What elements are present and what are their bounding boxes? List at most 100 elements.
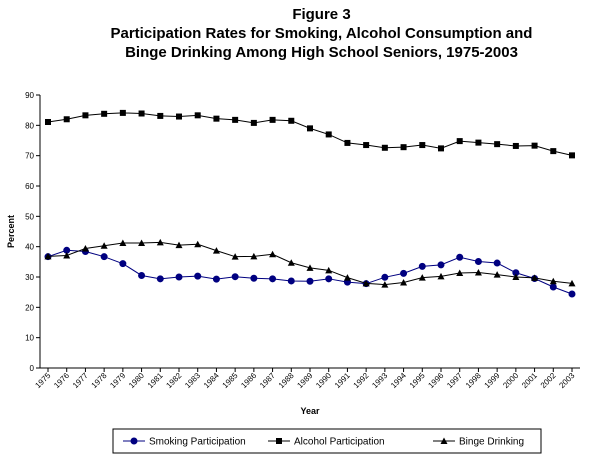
legend-item-alcohol-participation: Alcohol Participation <box>268 437 385 448</box>
x-tick-label: 1986 <box>239 371 258 390</box>
x-tick-label: 1980 <box>127 371 146 390</box>
x-tick-label: 1993 <box>370 371 389 390</box>
x-axis-title: Year <box>300 406 320 416</box>
data-point-smoking-participation <box>400 269 408 277</box>
data-point-binge-drinking <box>138 239 146 247</box>
legend-box <box>112 428 542 454</box>
x-tick-label: 1988 <box>277 371 296 390</box>
data-point-alcohol-participation <box>400 144 407 151</box>
data-point-binge-drinking <box>119 239 127 247</box>
series-alcohol-participation <box>45 109 575 159</box>
x-tick-label: 2002 <box>539 371 558 390</box>
data-point-binge-drinking <box>194 240 202 248</box>
y-tick-label: 20 <box>25 303 34 312</box>
data-point-binge-drinking <box>418 274 426 281</box>
data-point-binge-drinking <box>362 279 370 287</box>
x-tick-label: 1987 <box>258 371 277 390</box>
y-tick-label: 90 <box>25 91 34 100</box>
data-point-alcohol-participation <box>232 116 239 123</box>
y-tick-label: 40 <box>25 243 34 252</box>
data-point-binge-drinking <box>568 279 576 287</box>
data-point-smoking-participation <box>306 277 314 285</box>
data-point-binge-drinking <box>531 274 539 281</box>
data-point-smoking-participation <box>269 275 277 283</box>
data-point-smoking-participation <box>194 272 202 280</box>
chart-title-line-2: Binge Drinking Among High School Seniors… <box>125 44 518 61</box>
data-point-binge-drinking <box>287 259 295 266</box>
data-point-binge-drinking <box>100 242 108 249</box>
data-point-smoking-participation <box>437 261 445 269</box>
data-point-alcohol-participation <box>344 139 351 146</box>
x-tick-label: 1984 <box>202 371 221 390</box>
x-tick-label: 1999 <box>483 371 502 390</box>
series-line-alcohol-participation <box>47 112 573 156</box>
data-point-alcohol-participation <box>157 112 164 119</box>
legend-label-smoking-participation: Smoking Participation <box>149 437 246 448</box>
data-point-binge-drinking <box>250 252 258 260</box>
data-point-alcohol-participation <box>82 112 89 119</box>
data-point-smoking-participation <box>325 275 333 283</box>
data-point-binge-drinking <box>381 281 389 288</box>
data-point-alcohol-participation <box>119 109 126 116</box>
data-point-binge-drinking <box>231 253 239 260</box>
x-tick-label: 1983 <box>183 371 202 390</box>
data-point-alcohol-participation <box>213 115 220 122</box>
y-tick-label: 10 <box>25 334 34 343</box>
data-point-smoking-participation <box>212 275 220 283</box>
data-point-smoking-participation <box>119 260 127 268</box>
series-line-smoking-participation <box>47 249 573 295</box>
data-point-alcohol-participation <box>438 145 444 152</box>
data-point-binge-drinking <box>325 266 333 274</box>
x-tick-label: 1979 <box>108 371 127 390</box>
x-tick-label: 1990 <box>314 371 333 390</box>
y-tick-label: 70 <box>25 152 34 161</box>
data-point-alcohol-participation <box>550 148 557 155</box>
legend-item-binge-drinking: Binge Drinking <box>433 437 524 448</box>
y-tick-label: 0 <box>30 364 35 373</box>
x-tick-label: 1976 <box>52 371 71 390</box>
data-point-smoking-participation <box>474 258 482 266</box>
data-point-binge-drinking <box>269 250 277 258</box>
data-point-alcohol-participation <box>363 142 370 149</box>
data-point-alcohol-participation <box>569 152 575 159</box>
data-point-alcohol-participation <box>531 142 538 149</box>
data-point-smoking-participation <box>549 283 557 291</box>
data-point-alcohol-participation <box>101 110 108 117</box>
data-point-smoking-participation <box>156 275 164 283</box>
x-tick-label: 1997 <box>445 371 464 390</box>
data-point-smoking-participation <box>175 273 183 281</box>
title-block: Figure 3 Participation Rates for Smoking… <box>0 6 593 62</box>
legend-label-binge-drinking: Binge Drinking <box>459 437 524 448</box>
x-tick-label: 1998 <box>464 371 483 390</box>
data-point-binge-drinking <box>493 271 501 278</box>
data-point-smoking-participation <box>568 290 576 298</box>
x-tick-label: 2001 <box>520 371 539 390</box>
data-point-alcohol-participation <box>512 142 519 149</box>
data-point-binge-drinking <box>212 247 220 254</box>
legend-marker-binge-drinking <box>440 437 448 444</box>
x-tick-label: 1981 <box>146 371 165 390</box>
x-tick-label: 1975 <box>33 371 52 390</box>
y-tick-label: 60 <box>25 182 34 191</box>
data-point-binge-drinking <box>474 268 482 276</box>
x-tick-label: 1995 <box>408 371 427 390</box>
data-point-smoking-participation <box>493 259 501 267</box>
data-point-binge-drinking <box>175 241 183 249</box>
data-point-smoking-participation <box>381 273 389 281</box>
data-point-binge-drinking <box>549 277 557 285</box>
data-point-binge-drinking <box>81 244 89 252</box>
data-point-alcohol-participation <box>494 141 501 148</box>
legend-label-alcohol-participation: Alcohol Participation <box>294 437 385 448</box>
series-smoking-participation <box>44 246 576 298</box>
legend-marker-alcohol-participation <box>276 438 282 444</box>
data-point-smoking-participation <box>456 253 464 261</box>
x-tick-label: 1977 <box>71 371 90 390</box>
data-point-alcohol-participation <box>419 142 426 149</box>
x-tick-label: 1985 <box>221 371 240 390</box>
x-tick-label: 1982 <box>164 371 183 390</box>
data-point-alcohol-participation <box>307 125 313 132</box>
x-tick-label: 2000 <box>501 371 520 390</box>
x-tick-label: 1989 <box>295 371 314 390</box>
